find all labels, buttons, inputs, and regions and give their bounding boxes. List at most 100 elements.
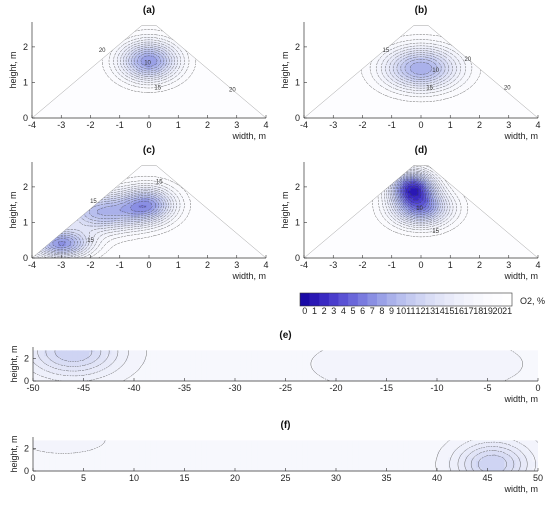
contour-line <box>113 37 185 86</box>
colorbar-tick-label: 16 <box>454 306 464 316</box>
heatmap-field <box>32 25 266 118</box>
contour-line <box>58 201 153 246</box>
x-tick-label: -3 <box>57 120 65 130</box>
x-tick-label: 10 <box>129 473 139 483</box>
x-tick-label: 35 <box>381 473 391 483</box>
contour-line <box>33 350 129 381</box>
y-axis-label: height, m <box>280 51 290 88</box>
x-tick-label: -50 <box>26 383 39 393</box>
colorbar-tick-label: 0 <box>302 306 307 316</box>
contour-line <box>32 180 185 258</box>
contour-line <box>397 177 435 215</box>
x-tick-label: 40 <box>432 473 442 483</box>
colorbar-tick-label: 5 <box>350 306 355 316</box>
panel-label: (b) <box>415 5 428 16</box>
x-tick-label: -10 <box>430 383 443 393</box>
contour-label: 15 <box>87 238 94 244</box>
panel-label: (d) <box>415 145 428 156</box>
x-tick-label: 2 <box>205 260 210 270</box>
x-axis-label: width, m <box>503 131 538 141</box>
contour-line <box>40 192 167 254</box>
field-outline <box>303 165 539 259</box>
y-tick-label: 0 <box>23 253 28 263</box>
colorbar-cell <box>454 293 465 306</box>
contour-label: 20 <box>464 57 471 63</box>
y-tick-label: 2 <box>295 182 300 192</box>
x-axis-label: width, m <box>231 271 266 281</box>
contour-line <box>372 165 468 238</box>
colorbar-cell <box>328 293 339 306</box>
contour-lines <box>33 440 538 471</box>
colorbar-cell <box>357 293 368 306</box>
contour-line <box>478 454 507 471</box>
x-tick-label: 1 <box>448 120 453 130</box>
x-tick-label: -5 <box>483 383 491 393</box>
y-tick-label: 0 <box>295 253 300 263</box>
x-tick-label: 5 <box>81 473 86 483</box>
x-tick-label: -3 <box>57 260 65 270</box>
colorbar-tick-label: 21 <box>502 306 512 316</box>
x-tick-label: 4 <box>535 260 540 270</box>
x-tick-label: 2 <box>477 120 482 130</box>
contour-line <box>410 61 432 75</box>
colorbar-cell <box>406 293 416 306</box>
x-tick-label: 1 <box>448 260 453 270</box>
colorbar-tick-label: 2 <box>322 306 327 316</box>
colorbar-tick-label: 7 <box>370 306 375 316</box>
x-tick-label: 4 <box>263 260 268 270</box>
x-tick-label: -2 <box>358 120 366 130</box>
x-tick-label: 2 <box>205 120 210 130</box>
x-tick-label: -2 <box>86 120 94 130</box>
contour-line <box>402 182 426 207</box>
panel-b: 15 10 15 20 20 -4 -3 -2 -1 0 1 2 3 4 0 1 2 width, m height… <box>280 5 541 141</box>
contour-line <box>385 48 457 89</box>
colorbar-tick-label: 17 <box>464 306 474 316</box>
y-tick-label: 2 <box>24 353 29 363</box>
contour-line <box>37 350 110 372</box>
x-tick-label: -4 <box>300 260 308 270</box>
contour-line <box>128 47 170 75</box>
colorbar-cell <box>338 293 349 306</box>
x-tick-label: -2 <box>358 260 366 270</box>
colorbar-label: O2, % <box>520 296 545 306</box>
x-tick-label: 30 <box>331 473 341 483</box>
contour-label: 15 <box>156 179 163 185</box>
x-tick-label: 4 <box>535 120 540 130</box>
contour-line <box>464 446 521 471</box>
colorbar-tick-label: 9 <box>389 306 394 316</box>
contour-line <box>54 350 93 362</box>
x-axis-label: width, m <box>503 484 538 494</box>
contour-line <box>125 45 173 77</box>
x-tick-label: 3 <box>506 260 511 270</box>
y-tick-label: 2 <box>24 443 29 453</box>
contour-line <box>52 198 156 249</box>
x-tick-label: 0 <box>146 260 151 270</box>
contour-label: 15 <box>426 86 433 92</box>
contour-line <box>117 39 181 83</box>
contour-line <box>120 41 178 81</box>
x-tick-label: 20 <box>230 473 240 483</box>
heatmap-field <box>33 350 538 381</box>
contour-line <box>45 350 102 367</box>
x-tick-label: -15 <box>380 383 393 393</box>
panel-label: (e) <box>279 330 291 341</box>
y-tick-label: 1 <box>295 77 300 87</box>
colorbar-cells <box>299 292 513 307</box>
contour-line <box>471 450 515 471</box>
x-tick-label: 3 <box>234 260 239 270</box>
x-tick-label: -25 <box>279 383 292 393</box>
y-tick-label: 0 <box>23 113 28 123</box>
contour-line <box>38 190 169 256</box>
field-outline <box>31 165 267 259</box>
x-tick-label: 0 <box>30 473 35 483</box>
contour-line <box>396 54 446 82</box>
contour-line <box>139 205 146 208</box>
x-tick-label: 4 <box>263 120 268 130</box>
heatmap-field <box>304 25 538 118</box>
contour-line <box>404 183 424 204</box>
x-tick-label: -3 <box>329 260 337 270</box>
x-tick-label: -1 <box>116 260 124 270</box>
